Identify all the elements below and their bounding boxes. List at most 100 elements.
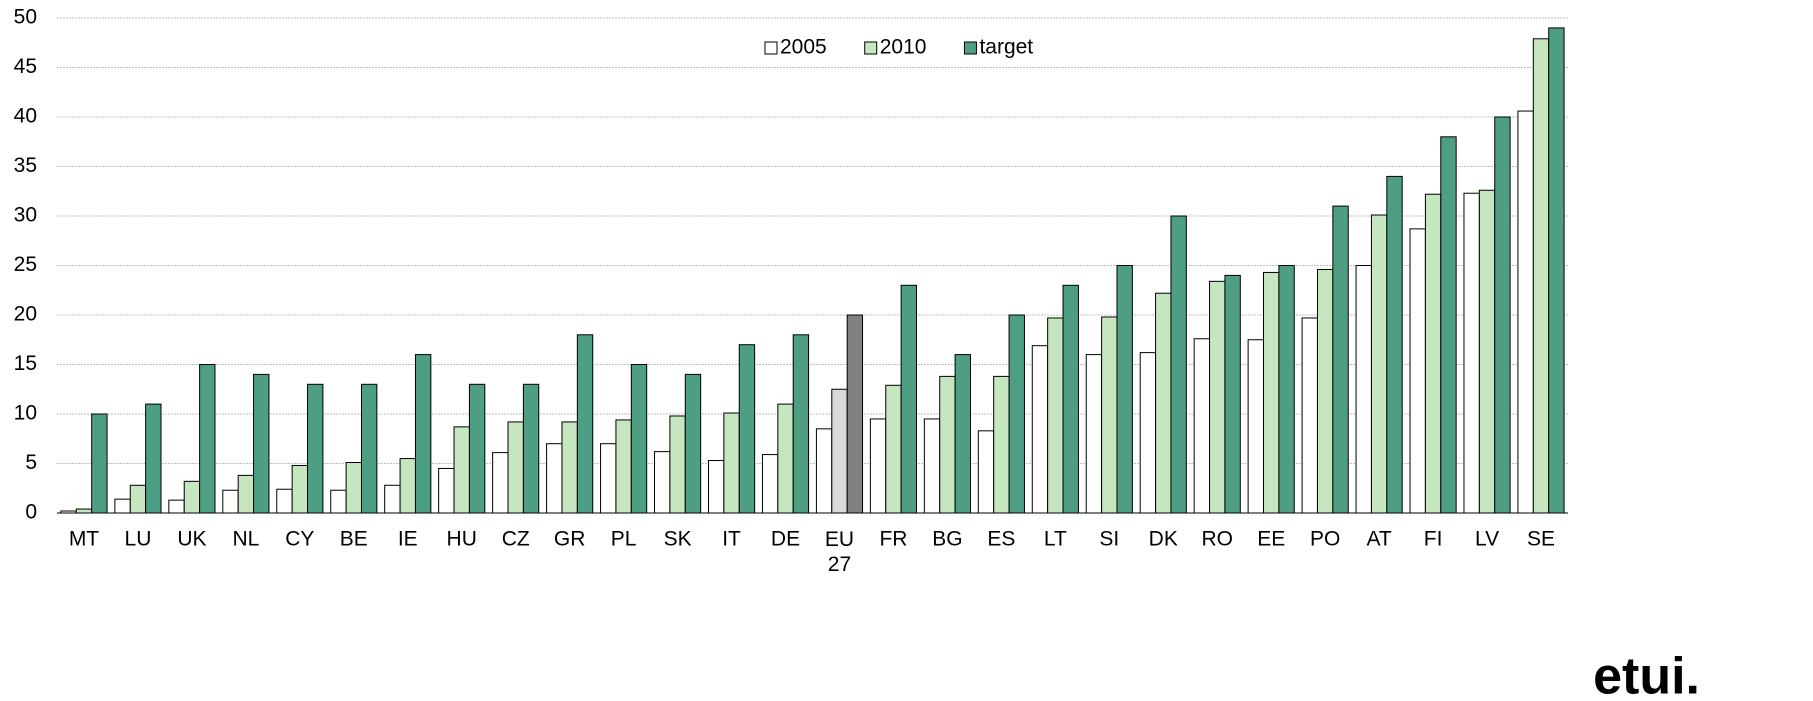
x-tick-label: PL — [611, 528, 637, 551]
bar — [1463, 192, 1480, 514]
bar — [1085, 354, 1103, 514]
x-tick-label: HU — [447, 528, 477, 551]
legend-label: 2005 — [780, 36, 827, 59]
y-tick-label: 10 — [14, 402, 37, 425]
bar — [600, 443, 617, 514]
bar — [900, 284, 918, 514]
bar — [615, 419, 632, 514]
bar — [1494, 116, 1511, 514]
x-tick-label: ES — [987, 528, 1015, 551]
y-tick-label: 45 — [14, 55, 37, 78]
bar — [399, 458, 416, 514]
bar — [1440, 136, 1457, 514]
bar — [360, 383, 378, 514]
x-tick-label: FI — [1424, 528, 1443, 551]
x-tick-label: IT — [722, 528, 741, 551]
bar — [75, 508, 93, 514]
bar — [507, 421, 524, 514]
bar — [1008, 314, 1025, 514]
x-tick-label: BE — [340, 528, 368, 551]
bar — [1155, 292, 1172, 514]
y-tick-label: 25 — [14, 253, 37, 276]
bar — [468, 383, 486, 514]
y-tick-label: 35 — [14, 154, 37, 177]
bar — [1517, 110, 1534, 514]
bar — [237, 474, 255, 514]
bar — [1047, 317, 1064, 514]
bar — [1193, 338, 1211, 514]
bar — [276, 488, 293, 514]
x-tick-label: LT — [1044, 528, 1067, 551]
legend-label: 2010 — [880, 36, 927, 59]
y-tick-label: 30 — [14, 204, 37, 227]
bar — [792, 334, 810, 514]
bar — [1139, 352, 1157, 514]
legend-swatch — [864, 41, 878, 55]
bar — [307, 383, 324, 514]
x-tick-label: EE — [1257, 528, 1285, 551]
bar — [1370, 214, 1388, 514]
bar — [1332, 205, 1349, 514]
legend-label: target — [979, 36, 1033, 59]
x-tick-label: CY — [285, 528, 314, 551]
bar — [1424, 193, 1442, 514]
bar — [761, 454, 779, 514]
bar — [492, 452, 509, 514]
bar — [815, 428, 833, 514]
y-tick-label: 0 — [25, 501, 37, 524]
x-tick-label: SE — [1527, 528, 1555, 551]
x-tick-label: CZ — [502, 528, 530, 551]
y-tick-label: 5 — [25, 451, 37, 474]
y-tick-label: 15 — [14, 352, 37, 375]
logo: etui. — [1593, 648, 1700, 701]
bar — [630, 364, 648, 514]
x-tick-label: BG — [932, 528, 962, 551]
y-tick-label: 50 — [14, 6, 37, 29]
bar — [222, 489, 239, 514]
bar — [1209, 280, 1226, 514]
bar — [183, 480, 201, 514]
bar — [1170, 215, 1187, 514]
bar — [453, 426, 470, 514]
bar — [522, 383, 540, 514]
x-tick-label: RO — [1201, 528, 1233, 551]
bar — [60, 510, 77, 514]
bar — [1101, 316, 1118, 514]
bar — [114, 498, 131, 514]
x-tick-label: LU — [125, 528, 152, 551]
x-tick-label: SI — [1099, 528, 1119, 551]
bar — [199, 364, 216, 514]
bar — [1116, 265, 1133, 514]
x-tick-label: IE — [398, 528, 418, 551]
bar — [168, 499, 185, 514]
bar — [345, 462, 362, 514]
bar — [977, 430, 995, 514]
bar — [923, 418, 941, 514]
x-tick-label: NL — [232, 528, 259, 551]
bar — [723, 412, 740, 514]
bar — [1316, 268, 1334, 514]
bar — [939, 375, 956, 514]
bar — [1532, 38, 1550, 514]
bar — [684, 373, 702, 514]
bar — [777, 403, 794, 514]
bar — [1031, 345, 1049, 514]
bar — [1247, 339, 1265, 514]
x-tick-label: MT — [69, 528, 99, 551]
bar — [253, 373, 270, 514]
x-tick-label: UK — [177, 528, 206, 551]
bar — [129, 484, 147, 514]
x-tick-label: AT — [1366, 528, 1391, 551]
bar — [654, 451, 671, 514]
bar — [561, 421, 578, 514]
bar — [707, 460, 725, 514]
bar — [145, 403, 162, 514]
x-tick-label: DE — [771, 528, 800, 551]
x-tick-label: FR — [879, 528, 907, 551]
x-tick-label: LV — [1475, 528, 1499, 551]
y-tick-label: 40 — [14, 105, 37, 128]
bar — [414, 354, 432, 514]
bar — [954, 354, 971, 514]
bar — [1478, 189, 1496, 514]
